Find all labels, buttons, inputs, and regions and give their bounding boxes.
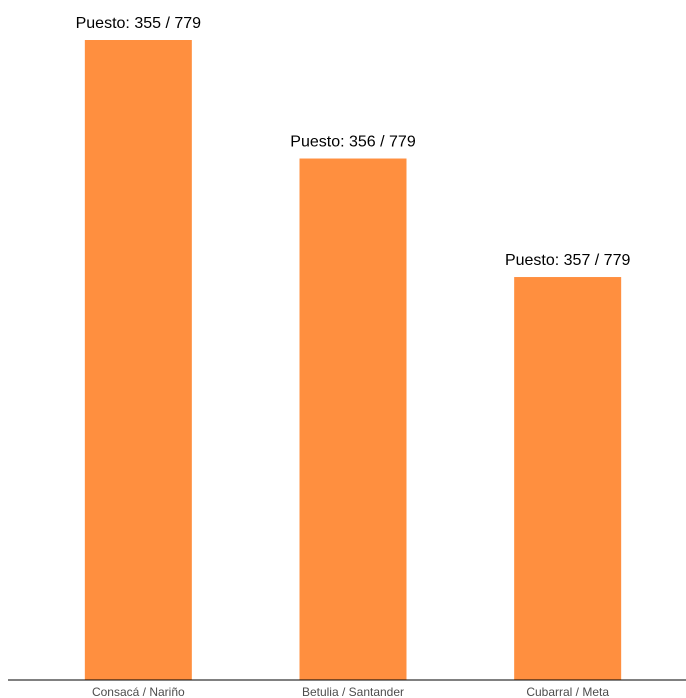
bar-0 (84, 40, 192, 680)
data-labels-group: Puesto: 355 / 779 Puesto: 356 / 779 Puesto… (76, 15, 631, 269)
x-tick-label-0: Consacá / Nariño (92, 685, 185, 698)
x-tick-label-2: Cubarral / Meta (526, 685, 609, 698)
data-label-2: Puesto: 357 / 779 (505, 252, 631, 269)
x-tick-labels-group: Consacá / Nariño Betulia / Santander Cubar… (92, 685, 609, 698)
data-label-0: Puesto: 355 / 779 (76, 15, 202, 32)
bars-group (84, 40, 622, 680)
bar-1 (299, 158, 407, 680)
bar-2 (514, 277, 622, 680)
data-label-1: Puesto: 356 / 779 (290, 134, 416, 151)
x-tick-label-1: Betulia / Santander (302, 685, 404, 698)
